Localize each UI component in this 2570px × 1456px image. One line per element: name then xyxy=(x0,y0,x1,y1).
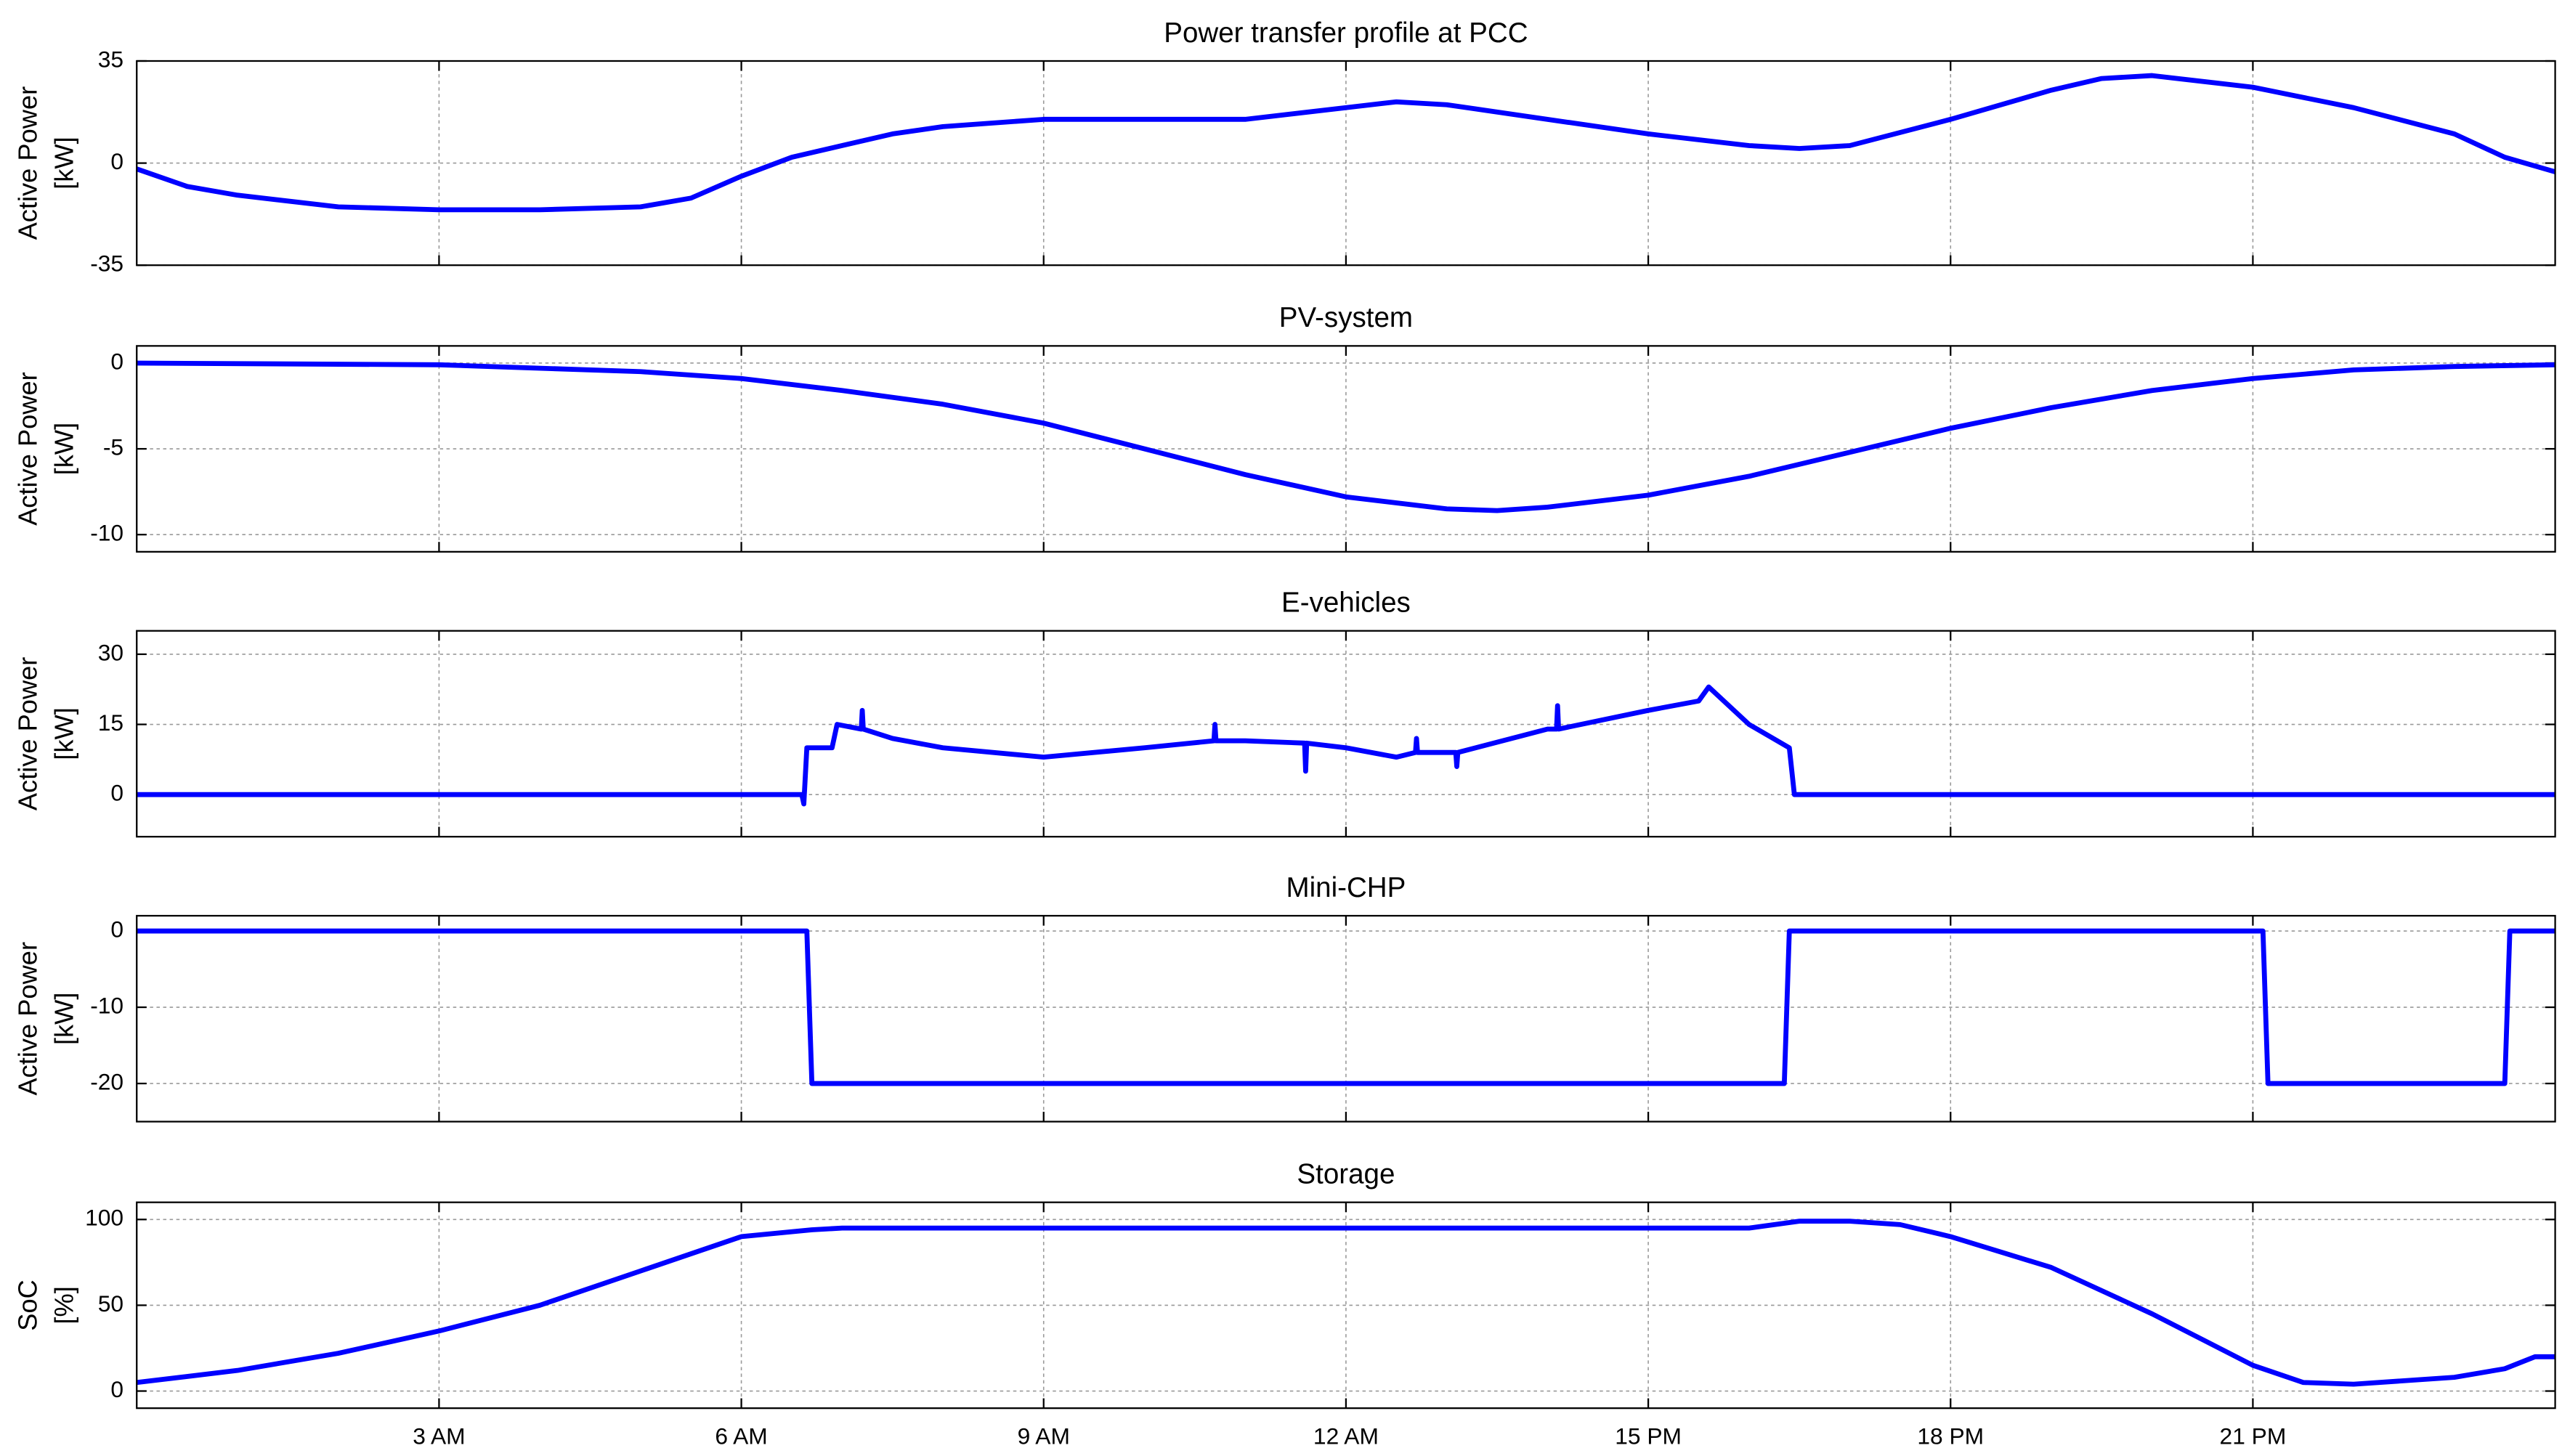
x-tick-label: 6 AM xyxy=(715,1423,767,1449)
y-axis-label: Active Power xyxy=(12,86,42,240)
y-tick-label: 0 xyxy=(110,348,123,374)
data-line xyxy=(137,360,2555,513)
y-tick-label: -20 xyxy=(90,1068,123,1094)
panel-title: E-vehicles xyxy=(1281,587,1411,619)
data-line xyxy=(137,684,2555,807)
y-axis-label: [kW] xyxy=(49,707,78,760)
data-line xyxy=(137,928,2555,1086)
data-line xyxy=(136,1219,2555,1387)
y-axis-label: [%] xyxy=(49,1286,78,1324)
panel-title: Power transfer profile at PCC xyxy=(1164,17,1528,49)
y-tick-label: 0 xyxy=(110,148,123,174)
plot-frame xyxy=(136,60,2556,267)
y-tick-label: 0 xyxy=(110,916,123,942)
plot-frame xyxy=(136,345,2556,553)
y-axis-label: [kW] xyxy=(49,137,78,190)
y-tick-label: 35 xyxy=(98,46,123,72)
y-tick-label: -10 xyxy=(90,520,123,546)
data-line xyxy=(136,73,2556,213)
y-axis-label: [kW] xyxy=(49,993,78,1046)
x-tick-label: 3 AM xyxy=(413,1423,465,1449)
y-tick-label: -10 xyxy=(90,992,123,1018)
y-tick-label: -35 xyxy=(90,251,123,277)
panel-title: Storage xyxy=(1297,1159,1395,1190)
y-axis-label: Active Power xyxy=(12,372,42,526)
y-tick-label: 0 xyxy=(110,780,123,806)
y-tick-label: 30 xyxy=(98,639,123,665)
y-axis-label: Active Power xyxy=(12,657,42,811)
y-axis-label: SoC xyxy=(12,1280,42,1331)
panel-title: PV-system xyxy=(1279,302,1413,333)
panel-title: Mini-CHP xyxy=(1286,872,1406,903)
plot-frame xyxy=(136,630,2556,838)
y-tick-label: -5 xyxy=(103,434,123,460)
y-axis-label: [kW] xyxy=(49,423,78,476)
x-tick-label: 9 AM xyxy=(1018,1423,1070,1449)
y-tick-label: 15 xyxy=(98,709,123,736)
x-tick-label: 18 PM xyxy=(1917,1423,1984,1449)
y-tick-label: 0 xyxy=(110,1376,123,1402)
y-axis-label: Active Power xyxy=(12,942,42,1096)
x-tick-label: 12 AM xyxy=(1313,1423,1379,1449)
y-tick-label: 100 xyxy=(85,1205,123,1231)
x-tick-label: 21 PM xyxy=(2220,1423,2287,1449)
y-tick-label: 50 xyxy=(98,1290,123,1317)
plot-frame xyxy=(136,914,2556,1123)
plot-frame xyxy=(136,1201,2556,1410)
x-tick-label: 15 PM xyxy=(1615,1423,1682,1449)
